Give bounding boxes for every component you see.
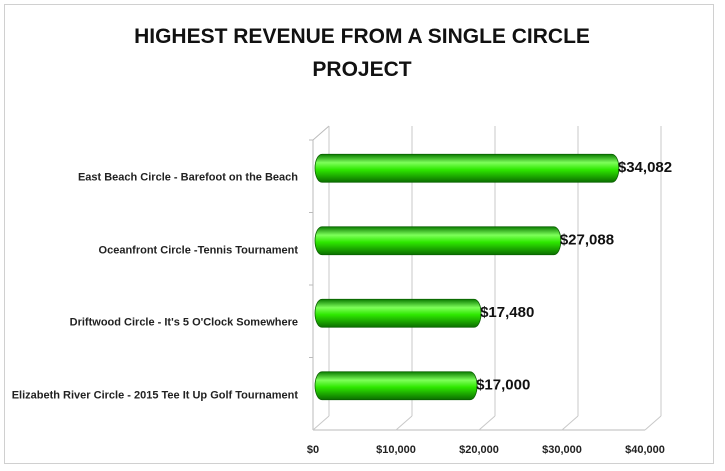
x-tick-label: $10,000 xyxy=(376,444,416,456)
chart-title: HIGHEST REVENUE FROM A SINGLE CIRCLE PRO… xyxy=(134,25,590,81)
value-label: $34,082 xyxy=(618,159,672,176)
x-tick-label: $0 xyxy=(307,444,319,456)
bar xyxy=(314,371,478,401)
category-label: East Beach Circle - Barefoot on the Beac… xyxy=(77,171,298,184)
grid-line xyxy=(644,415,662,431)
chart-border xyxy=(4,4,714,464)
bar xyxy=(314,226,562,256)
value-label: $17,480 xyxy=(480,304,534,321)
bar xyxy=(314,298,482,328)
category-label: Driftwood Circle - It's 5 O'Clock Somewh… xyxy=(69,316,298,329)
grid-line xyxy=(478,415,496,431)
x-tick-label: $40,000 xyxy=(625,444,665,456)
x-tick-label: $20,000 xyxy=(459,444,499,456)
category-label: Oceanfront Circle -Tennis Tournament xyxy=(98,244,298,257)
grid-line xyxy=(395,415,413,431)
value-label: $17,000 xyxy=(476,377,530,394)
grid-line xyxy=(312,415,330,431)
x-tick-label: $30,000 xyxy=(542,444,582,456)
grid-line xyxy=(561,415,579,431)
value-label: $27,088 xyxy=(560,232,614,249)
side-wall xyxy=(312,125,330,141)
bar xyxy=(314,153,620,183)
category-label: Elizabeth River Circle - 2015 Tee It Up … xyxy=(11,389,298,402)
